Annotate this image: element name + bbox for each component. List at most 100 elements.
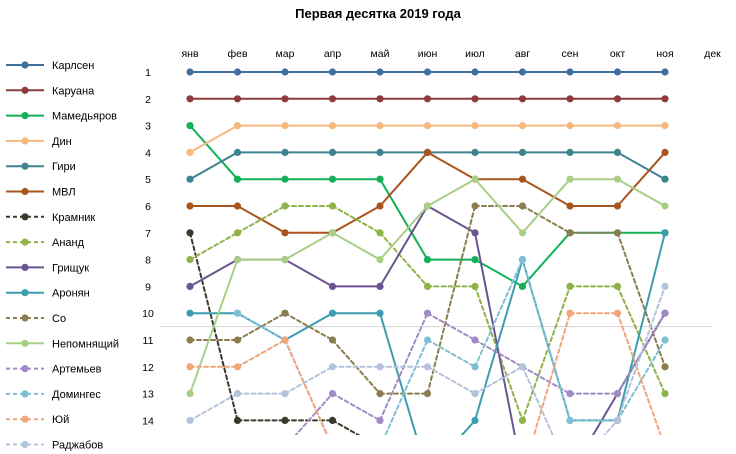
series-2-point-7 — [471, 95, 479, 103]
series-6-point-9 — [566, 202, 574, 210]
legend-label-6: МВЛ — [52, 187, 76, 199]
series-5-point-1 — [186, 175, 194, 183]
series-16-segment-3 — [284, 365, 334, 395]
series-12-point-7 — [471, 175, 479, 183]
series-4-point-9 — [566, 122, 574, 130]
rank-label-14: 14 — [142, 415, 154, 427]
legend-marker-9 — [21, 263, 29, 271]
series-13-point-10 — [613, 390, 622, 398]
legend-item-14: Домингес — [6, 389, 101, 401]
series-14-point-7 — [471, 363, 479, 371]
series-3-segment-5 — [379, 178, 429, 261]
legend-label-11: Со — [52, 313, 66, 325]
series-8-point-11 — [661, 390, 669, 398]
series-7 — [186, 229, 361, 435]
series-10-point-7 — [471, 416, 479, 424]
rank-label-3: 3 — [145, 121, 151, 133]
series-16-point-8 — [518, 363, 527, 371]
series-12 — [186, 175, 669, 398]
series-7-segment-1 — [189, 231, 239, 422]
series-3-point-3 — [281, 175, 289, 183]
series-12-point-3 — [281, 256, 289, 264]
series-12-segment-10 — [616, 178, 666, 207]
series-11-segment-3 — [284, 312, 334, 341]
series-3-segment-8 — [521, 231, 571, 288]
series-12-segment-8 — [521, 178, 571, 234]
series-12-point-2 — [233, 256, 242, 264]
series-1-point-2 — [233, 68, 242, 76]
legend-marker-16 — [21, 440, 29, 449]
series-10-segment-10 — [616, 231, 666, 422]
legend-marker-11 — [21, 314, 29, 322]
series-7-segment-4 — [331, 419, 361, 435]
series-1-point-1 — [186, 68, 194, 76]
legend-label-8: Ананд — [52, 237, 85, 249]
legend-item-15: Юй — [6, 414, 69, 426]
series-1-point-5 — [376, 68, 384, 76]
series-11 — [186, 202, 669, 398]
series-1-point-7 — [471, 68, 479, 76]
series-2-point-10 — [613, 95, 622, 103]
series-15 — [186, 309, 662, 435]
legend-marker-13 — [21, 365, 29, 373]
series-15-point-2 — [233, 363, 242, 371]
series-16-point-5 — [376, 363, 384, 371]
legend-item-1: Карлсен — [6, 60, 94, 72]
series-4-point-6 — [423, 122, 432, 130]
series-8-segment-2 — [236, 205, 286, 234]
series-2-point-2 — [233, 95, 242, 103]
series-16-point-1 — [186, 416, 194, 424]
legend-label-14: Домингес — [52, 389, 101, 401]
series-14-point-9 — [566, 416, 574, 424]
series-4-point-2 — [233, 122, 242, 130]
legend-label-16: Раджабов — [52, 440, 103, 452]
series-6-point-2 — [233, 202, 242, 210]
rank-label-12: 12 — [142, 362, 154, 374]
series-2-point-8 — [518, 95, 527, 103]
series-5-point-8 — [518, 148, 527, 156]
series-4 — [186, 122, 669, 156]
series-6-segment-10 — [616, 151, 666, 207]
series-16-segment-10 — [616, 285, 666, 422]
series-12-point-5 — [376, 256, 384, 264]
series-5-point-4 — [328, 148, 337, 156]
month-label-1: янв — [181, 48, 198, 60]
series-1-point-6 — [423, 68, 432, 76]
series-13-point-11 — [661, 309, 669, 317]
series-11-point-6 — [423, 390, 432, 398]
series-1-point-10 — [613, 68, 622, 76]
month-label-4: апр — [324, 48, 342, 60]
series-12-point-10 — [613, 175, 622, 183]
legend-item-4: Дин — [6, 136, 72, 148]
month-label-6: июн — [418, 48, 438, 60]
rank-label-4: 4 — [145, 147, 151, 159]
series-layer — [186, 68, 669, 435]
series-11-point-11 — [661, 363, 669, 371]
series-1-point-3 — [281, 68, 289, 76]
legend-item-16: Раджабов — [6, 440, 103, 452]
series-16-segment-7 — [474, 365, 524, 395]
series-10-segment-6 — [460, 419, 476, 435]
series-11-point-2 — [233, 336, 242, 344]
series-9-segment-9 — [591, 392, 619, 435]
legend-marker-10 — [21, 289, 29, 297]
series-16-point-4 — [328, 363, 337, 371]
month-label-11: ноя — [656, 48, 673, 60]
series-9-point-4 — [328, 282, 337, 290]
series-7-point-2 — [233, 416, 242, 424]
series-2-point-9 — [566, 95, 574, 103]
series-8-segment-4 — [331, 205, 381, 234]
series-5-point-10 — [613, 148, 622, 156]
series-4-point-3 — [281, 122, 289, 130]
series-5-point-7 — [471, 148, 479, 156]
series-13-segment-6 — [426, 312, 476, 341]
series-9-point-1 — [186, 282, 194, 290]
series-11-point-7 — [471, 202, 479, 210]
series-2-point-1 — [186, 95, 194, 103]
legend-item-8: Ананд — [6, 237, 85, 249]
series-8-point-6 — [423, 282, 432, 290]
legend-label-15: Юй — [52, 414, 69, 426]
series-4-point-1 — [186, 148, 194, 156]
legend-label-12: Непомнящий — [52, 338, 119, 350]
series-8-segment-1 — [189, 231, 239, 261]
